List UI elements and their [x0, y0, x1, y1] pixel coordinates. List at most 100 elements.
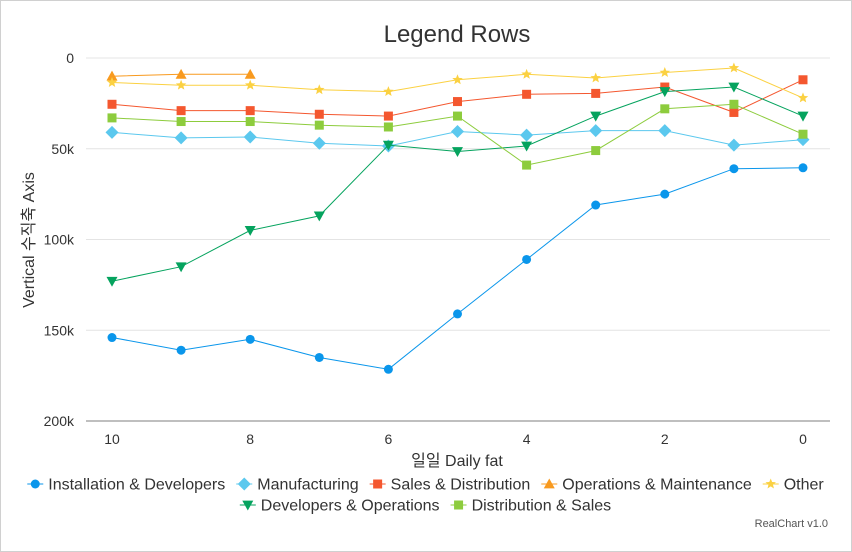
data-point: [727, 138, 741, 152]
data-point: [591, 88, 601, 98]
credit-label: RealChart v1.0: [755, 518, 828, 530]
series-0: [107, 163, 808, 374]
legend-marker: [30, 479, 40, 489]
series-line: [111, 67, 804, 99]
series-4: [106, 62, 809, 103]
x-axis-title: 일일 Daily fat: [411, 452, 503, 470]
y-tick-label: 200k: [44, 413, 75, 429]
data-point: [106, 276, 118, 287]
data-point: [106, 77, 118, 87]
data-point: [314, 84, 325, 95]
data-point: [453, 111, 462, 121]
data-point: [245, 106, 255, 116]
legend-item[interactable]: Sales & Distribution: [369, 477, 531, 494]
data-point: [176, 345, 186, 355]
data-point: [659, 87, 671, 98]
x-axis: 10 8 6 4 2 0: [104, 431, 807, 447]
data-point: [521, 141, 533, 152]
y-tick-label: 0: [66, 50, 74, 66]
data-point: [383, 122, 393, 132]
legend-marker: [242, 500, 254, 511]
data-point: [522, 160, 532, 170]
series-line: [111, 167, 804, 370]
data-point: [797, 111, 809, 122]
legend-marker: [373, 479, 383, 489]
series-layer: [105, 62, 810, 374]
data-point: [522, 89, 532, 99]
data-point: [175, 262, 187, 273]
data-point: [729, 107, 739, 117]
x-tick-label: 4: [523, 431, 531, 447]
series-1: [105, 124, 810, 153]
data-point: [453, 309, 462, 319]
y-tick-label: 100k: [44, 232, 75, 248]
legend-label: Manufacturing: [257, 477, 358, 494]
data-point: [174, 131, 188, 145]
data-point: [175, 79, 187, 90]
data-point: [313, 211, 325, 222]
data-point: [591, 146, 601, 156]
data-point: [245, 117, 255, 127]
legend-label: Operations & Maintenance: [562, 477, 752, 494]
data-point: [728, 62, 740, 73]
data-point: [729, 99, 739, 109]
data-point: [452, 147, 463, 157]
legend-marker: [765, 478, 776, 489]
data-point: [314, 109, 324, 119]
data-point: [314, 120, 324, 130]
y-tick-label: 150k: [44, 322, 75, 338]
data-point: [107, 99, 117, 109]
data-point: [244, 79, 256, 90]
legend-marker: [543, 478, 555, 489]
data-point: [107, 333, 117, 343]
data-point: [520, 128, 534, 142]
x-tick-label: 10: [104, 431, 120, 447]
legend-label: Installation & Developers: [48, 477, 225, 494]
legend: Installation & Developers Manufacturing Sa…: [27, 477, 824, 515]
data-point: [244, 226, 256, 236]
data-point: [451, 125, 464, 139]
data-point: [728, 82, 740, 93]
y-tick-label: 50k: [51, 141, 75, 157]
legend-item[interactable]: Distribution & Sales: [450, 498, 612, 515]
data-point: [660, 82, 670, 92]
data-point: [660, 104, 670, 114]
legend-item[interactable]: Manufacturing: [236, 477, 359, 494]
data-point: [244, 68, 256, 79]
legend-item[interactable]: Other: [762, 477, 825, 494]
data-point: [798, 163, 808, 173]
legend-label: Other: [784, 477, 825, 494]
legend-marker: [237, 477, 251, 491]
data-point: [383, 111, 393, 121]
data-point: [243, 130, 257, 144]
data-point: [105, 125, 119, 139]
y-axis-ticks: 0 50k 100k 150k 200k: [44, 50, 75, 429]
legend-label: Distribution & Sales: [472, 498, 612, 515]
legend-item[interactable]: Operations & Maintenance: [541, 477, 752, 494]
legend-item[interactable]: Installation & Developers: [27, 477, 225, 494]
data-point: [382, 140, 394, 151]
data-point: [453, 97, 462, 107]
data-point: [522, 254, 532, 264]
legend-label: Developers & Operations: [261, 498, 440, 515]
data-point: [798, 129, 808, 139]
data-point: [589, 124, 603, 138]
legend-label: Sales & Distribution: [391, 477, 531, 494]
data-point: [658, 124, 672, 138]
x-tick-label: 0: [799, 431, 807, 447]
data-point: [660, 189, 670, 199]
x-tick-label: 6: [385, 431, 393, 447]
series-6: [107, 99, 808, 170]
legend-item[interactable]: Developers & Operations: [239, 498, 440, 515]
y-axis-title: Vertical 수직축 Axis: [20, 172, 38, 308]
data-point: [590, 111, 602, 122]
x-tick-label: 2: [661, 431, 669, 447]
data-point: [383, 364, 393, 374]
data-point: [106, 70, 118, 81]
x-tick-label: 8: [246, 431, 254, 447]
data-point: [314, 352, 324, 362]
data-point: [245, 334, 255, 344]
series-5: [106, 82, 809, 287]
